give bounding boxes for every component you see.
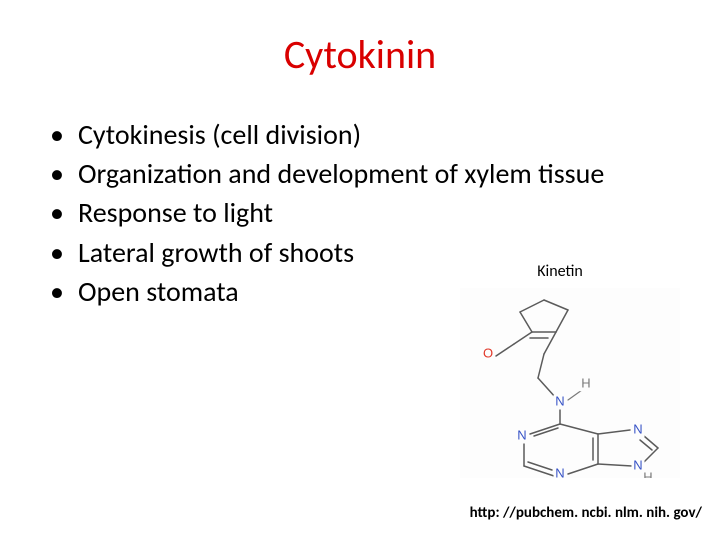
list-item: Response to light [50, 193, 680, 232]
molecule-label: Kinetin [537, 262, 583, 281]
svg-text:N: N [517, 427, 526, 442]
svg-text:N: N [555, 465, 564, 478]
svg-text:N: N [633, 421, 642, 436]
bullet-list: Cytokinesis (cell division) Organization… [40, 115, 680, 311]
molecule-label-wrap: Kinetin [460, 262, 660, 281]
svg-text:O: O [483, 345, 493, 360]
citation-text: http: //pubchem. ncbi. nlm. nih. gov/ [470, 504, 702, 522]
slide: Cytokinin Cytokinesis (cell division) Or… [0, 0, 720, 540]
molecule-svg: OHNNNNNH [460, 288, 680, 478]
list-item: Cytokinesis (cell division) [50, 115, 680, 154]
list-item: Organization and development of xylem ti… [50, 154, 680, 193]
slide-title: Cytokinin [40, 30, 680, 79]
svg-text:H: H [643, 469, 652, 478]
svg-text:N: N [555, 393, 564, 408]
svg-text:H: H [581, 375, 590, 390]
svg-text:N: N [633, 457, 642, 472]
molecule-diagram: OHNNNNNH [460, 288, 680, 478]
